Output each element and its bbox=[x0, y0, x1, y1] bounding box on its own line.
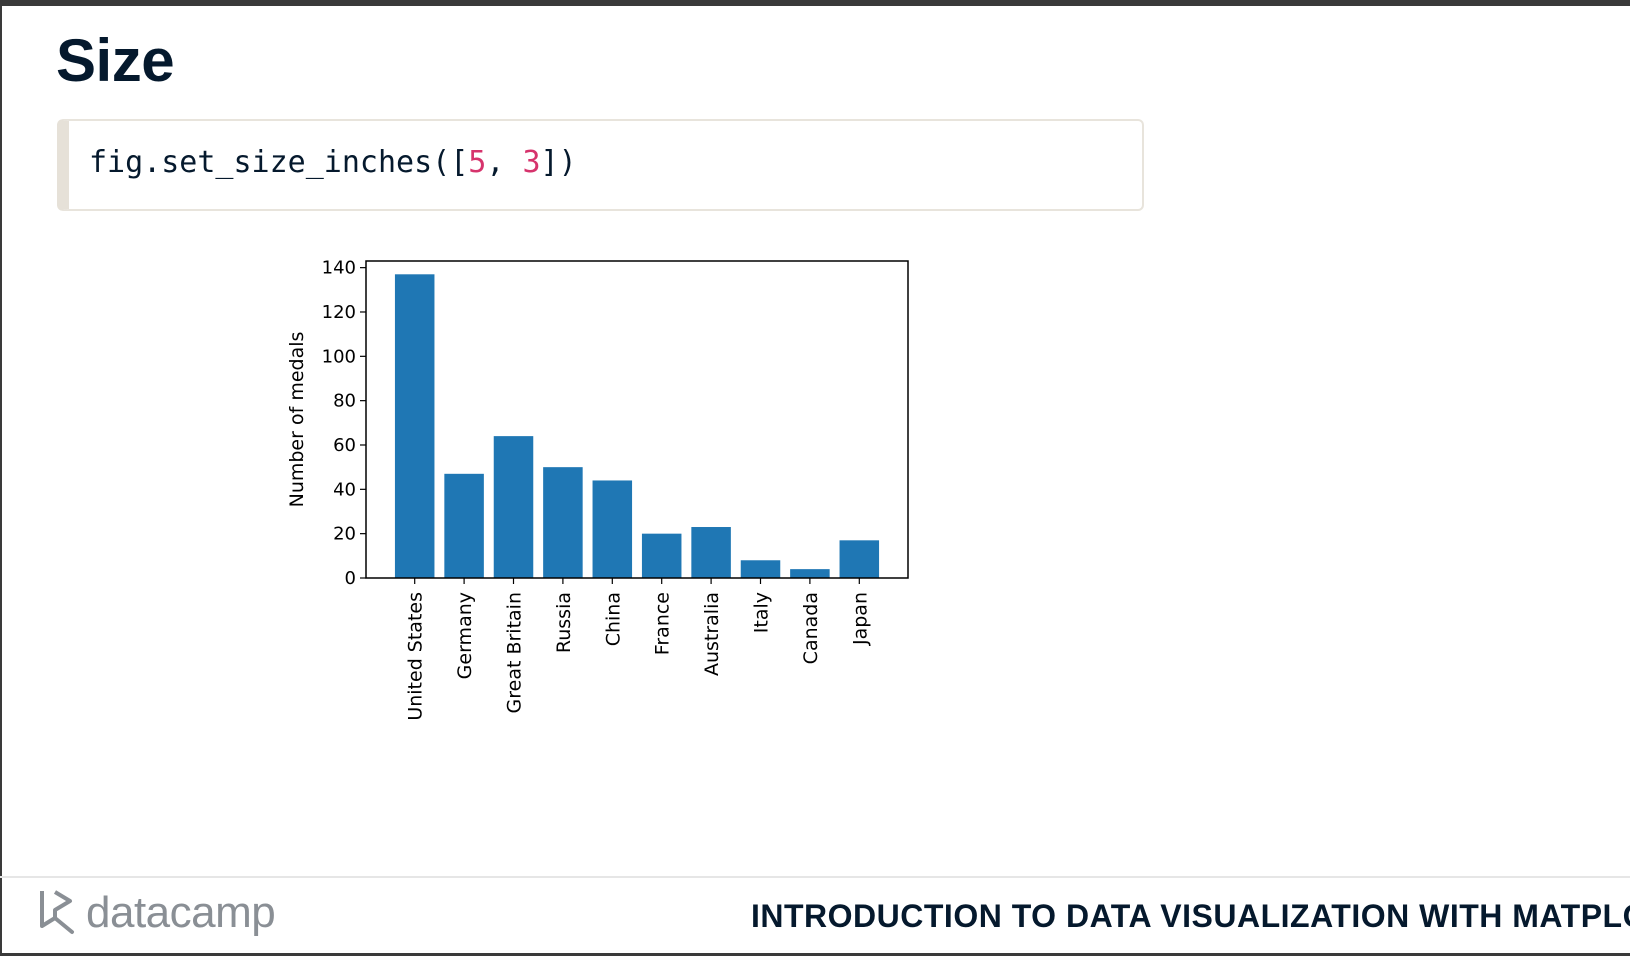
course-title: INTRODUCTION TO DATA VISUALIZATION WITH … bbox=[751, 898, 1630, 934]
x-tick-label: Australia bbox=[701, 592, 723, 676]
x-tick-label: Germany bbox=[454, 592, 476, 679]
code-line: fig.set_size_inches([5, 3]) bbox=[89, 145, 577, 180]
y-tick-label: 60 bbox=[333, 435, 356, 456]
bar bbox=[740, 560, 781, 578]
code-function: fig.set_size_inches([ bbox=[89, 145, 469, 180]
window-left-border bbox=[0, 0, 2, 956]
window-bottom-border bbox=[0, 953, 1630, 956]
y-tick-label: 100 bbox=[322, 346, 356, 367]
y-tick-label: 20 bbox=[333, 524, 356, 545]
x-tick-label: France bbox=[652, 592, 674, 655]
x-tick-label: China bbox=[602, 592, 624, 646]
bar bbox=[543, 467, 583, 578]
x-tick-label: Italy bbox=[751, 592, 773, 633]
datacamp-logo-icon bbox=[40, 890, 74, 934]
y-tick-label: 80 bbox=[333, 391, 356, 412]
y-axis-label: Number of medals bbox=[286, 332, 308, 508]
y-tick-label: 120 bbox=[322, 302, 356, 323]
bar bbox=[839, 540, 880, 578]
footer-divider bbox=[0, 876, 1630, 878]
bar bbox=[691, 527, 731, 578]
plot-frame bbox=[365, 260, 909, 579]
datacamp-logo: datacamp bbox=[36, 888, 276, 938]
bar bbox=[790, 569, 830, 578]
bar bbox=[444, 473, 484, 578]
x-tick-label: Russia bbox=[553, 592, 575, 653]
logo-text: datacamp bbox=[86, 888, 276, 937]
code-number-width: 5 bbox=[468, 145, 487, 180]
y-tick-label: 0 bbox=[345, 568, 356, 589]
code-number-height: 3 bbox=[522, 145, 541, 180]
y-tick-label: 140 bbox=[322, 258, 356, 279]
bar bbox=[493, 436, 534, 578]
x-tick-label: Great Britain bbox=[504, 592, 526, 713]
x-tick-label: Japan bbox=[849, 592, 871, 646]
x-tick-label: Canada bbox=[800, 592, 822, 664]
bar bbox=[592, 480, 633, 578]
code-end: ]) bbox=[540, 145, 577, 180]
slide-title: Size bbox=[56, 27, 175, 94]
bar bbox=[394, 274, 435, 578]
x-tick-label: United States bbox=[405, 592, 427, 721]
code-separator: , bbox=[486, 145, 523, 180]
code-block: fig.set_size_inches([5, 3]) bbox=[57, 119, 1144, 211]
bar bbox=[641, 533, 682, 578]
window-top-border bbox=[0, 0, 1630, 6]
y-tick-label: 40 bbox=[333, 479, 356, 500]
